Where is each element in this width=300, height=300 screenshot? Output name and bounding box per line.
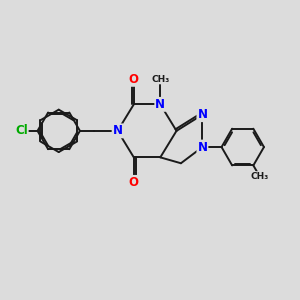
Text: CH₃: CH₃ [250,172,269,181]
Text: O: O [129,73,139,86]
Text: N: N [197,141,207,154]
Text: N: N [112,124,123,137]
Text: O: O [129,176,139,189]
Text: CH₃: CH₃ [151,75,169,84]
Text: N: N [197,108,207,121]
Text: Cl: Cl [15,124,28,137]
Text: N: N [155,98,165,111]
